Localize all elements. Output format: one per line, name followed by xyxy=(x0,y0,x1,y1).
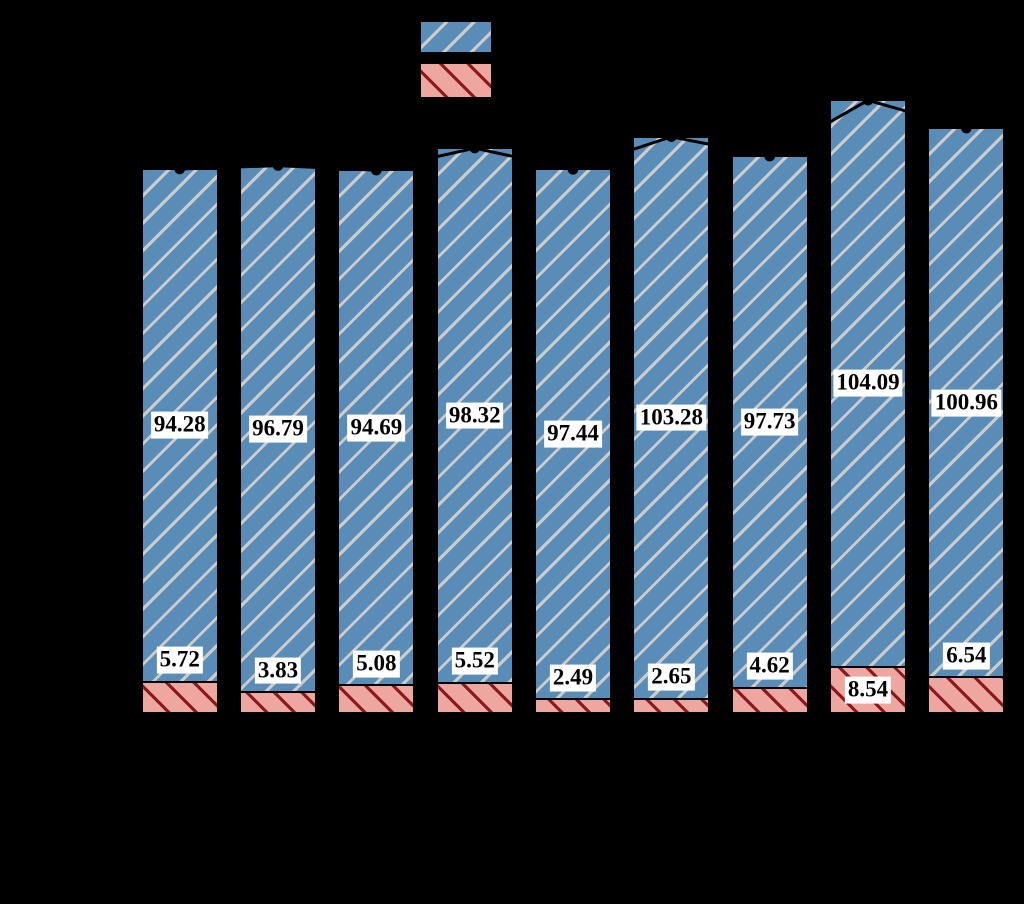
bar-value-label-red: 5.08 xyxy=(353,650,400,678)
bar-value-label-blue: 104.09 xyxy=(833,369,903,397)
legend-swatch-blue xyxy=(420,21,492,53)
bar-value-label-blue: 100.96 xyxy=(931,389,1001,417)
bar-value-label-red: 2.65 xyxy=(648,663,695,691)
bar-value-label-red: 5.72 xyxy=(156,646,203,674)
legend-swatch-red xyxy=(420,63,492,98)
bar-segment-red xyxy=(535,699,612,713)
bar-value-label-blue: 98.32 xyxy=(445,402,504,429)
bar-segment-red xyxy=(928,677,1005,713)
bar-value-label-blue: 94.69 xyxy=(347,414,406,442)
bar-value-label-blue: 97.73 xyxy=(740,408,799,436)
bar-value-label-blue: 97.44 xyxy=(544,420,602,448)
bar-value-label-red: 6.54 xyxy=(943,642,990,670)
bar-value-label-red: 4.62 xyxy=(746,652,793,680)
bar-segment-red xyxy=(141,681,218,713)
bar-segment-red xyxy=(436,682,513,713)
bar-value-label-red: 8.54 xyxy=(844,676,892,704)
bar-segment-red xyxy=(731,687,808,713)
bar-value-label-blue: 103.28 xyxy=(636,404,706,432)
bar-segment-red xyxy=(240,692,317,713)
bar-value-label-red: 3.83 xyxy=(254,657,302,685)
bar-segment-red xyxy=(633,698,710,713)
bar-value-label-blue: 94.28 xyxy=(150,412,209,439)
bar-segment-red xyxy=(338,685,415,713)
bar-value-label-red: 2.49 xyxy=(549,664,597,692)
bar-value-label-red: 5.52 xyxy=(451,648,498,675)
bar-value-label-blue: 96.79 xyxy=(249,415,307,443)
